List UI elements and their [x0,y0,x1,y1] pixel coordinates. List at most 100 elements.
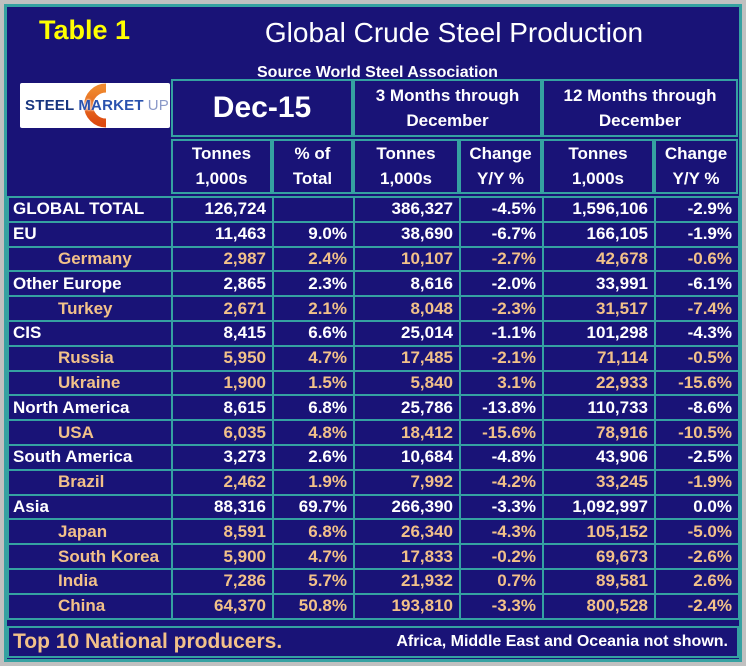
cell-region-label: GLOBAL TOTAL [7,196,173,223]
logo-word-update: UPDATE [147,97,170,114]
cell-12m-tonnes: 1,092,997 [542,493,656,521]
logo-word-market: MARKET [78,97,144,114]
cell-region-label: CIS [7,319,173,347]
table-row: Brazil 2,462 1.9% 7,992 -4.2% 33,245 -1.… [7,468,739,496]
cell-3m-tonnes: 8,048 [353,295,461,322]
cell-12m-change: -2.9% [654,196,739,223]
subheader-text: Change [664,143,728,163]
table-row: CIS 8,415 6.6% 25,014 -1.1% 101,298 -4.3… [7,319,739,347]
cell-12m-change: -5.0% [654,518,739,546]
subheader-3m-change: Change Y/Y % [459,139,542,194]
cell-12m-tonnes: 42,678 [542,245,656,273]
steel-production-panel: Table 1 Global Crude Steel Production So… [4,4,742,662]
cell-3m-change: -2.7% [459,245,544,273]
production-table-body: GLOBAL TOTAL 126,724 386,327 -4.5% 1,596… [7,196,739,620]
cell-3m-tonnes: 25,014 [353,319,461,347]
cell-3m-tonnes: 8,616 [353,270,461,298]
cell-12m-change: -4.3% [654,319,739,347]
cell-region-label: EU [7,220,173,248]
cell-pct-total: 2.4% [272,245,355,273]
cell-3m-tonnes: 5,840 [353,369,461,397]
cell-region-label: Other Europe [7,270,173,298]
smu-crescent-icon [84,83,107,128]
cell-region-label: Germany [7,245,173,273]
cell-12m-tonnes: 800,528 [542,592,656,620]
cell-3m-tonnes: 17,833 [353,543,461,570]
subheader-12m-change: Change Y/Y % [654,139,738,194]
subheader-text: 1,000s [195,168,248,188]
cell-12m-tonnes: 33,245 [542,468,656,496]
cell-dec-tonnes: 64,370 [171,592,274,620]
cell-12m-change: -2.6% [654,543,739,570]
table-row: Other Europe 2,865 2.3% 8,616 -2.0% 33,9… [7,270,739,298]
cell-12m-tonnes: 22,933 [542,369,656,397]
cell-3m-tonnes: 38,690 [353,220,461,248]
subheader-text: 1,000s [380,168,432,188]
smu-logo: STEEL MARKET UPDATE [20,83,170,128]
cell-3m-tonnes: 17,485 [353,344,461,372]
cell-dec-tonnes: 8,615 [171,394,274,422]
cell-dec-tonnes: 11,463 [171,220,274,248]
period-header-row: Dec-15 3 Months through December 12 Mont… [7,79,739,137]
cell-3m-change: -3.3% [459,592,544,620]
cell-3m-change: -1.1% [459,319,544,347]
cell-region-label: China [7,592,173,620]
cell-pct-total: 2.3% [272,270,355,298]
subheader-dec-tonnes: Tonnes 1,000s [171,139,272,194]
cell-dec-tonnes: 2,462 [171,468,274,496]
table-flow: Dec-15 3 Months through December 12 Mont… [7,7,739,658]
cell-3m-change: -4.5% [459,196,544,223]
cell-region-label: South Korea [7,543,173,570]
cell-3m-tonnes: 10,684 [353,443,461,471]
subheader-12m-tonnes: Tonnes 1,000s [542,139,654,194]
cell-region-label: Brazil [7,468,173,496]
cell-12m-change: -0.6% [654,245,739,273]
cell-12m-tonnes: 101,298 [542,319,656,347]
cell-3m-tonnes: 386,327 [353,196,461,223]
table-row: Ukraine 1,900 1.5% 5,840 3.1% 22,933 -15… [7,369,739,397]
cell-12m-tonnes: 69,673 [542,543,656,570]
subheader-text: Total [292,168,333,188]
cell-3m-tonnes: 26,340 [353,518,461,546]
cell-12m-tonnes: 31,517 [542,295,656,322]
footer-bar: Top 10 National producers. Africa, Middl… [7,625,739,658]
subheader-text: Change [469,143,532,163]
cell-dec-tonnes: 5,950 [171,344,274,372]
table-row: Japan 8,591 6.8% 26,340 -4.3% 105,152 -5… [7,518,739,546]
cell-3m-change: -2.1% [459,344,544,372]
subheader-text: Tonnes [376,143,436,163]
cell-dec-tonnes: 2,987 [171,245,274,273]
cell-12m-tonnes: 110,733 [542,394,656,422]
cell-12m-change: -6.1% [654,270,739,298]
cell-12m-change: -7.4% [654,295,739,322]
cell-12m-change: -2.4% [654,592,739,620]
cell-region-label: South America [7,443,173,471]
cell-pct-total: 1.9% [272,468,355,496]
cell-12m-tonnes: 105,152 [542,518,656,546]
cell-pct-total: 6.8% [272,518,355,546]
cell-12m-change: -15.6% [654,369,739,397]
cell-12m-tonnes: 43,906 [542,443,656,471]
cell-12m-change: -2.5% [654,443,739,471]
logo-word-steel: STEEL [25,97,75,114]
cell-pct-total: 4.7% [272,344,355,372]
cell-dec-tonnes: 3,273 [171,443,274,471]
table-row: China 64,370 50.8% 193,810 -3.3% 800,528… [7,592,739,620]
table-row: India 7,286 5.7% 21,932 0.7% 89,581 2.6% [7,567,739,595]
table-row: Germany 2,987 2.4% 10,107 -2.7% 42,678 -… [7,245,739,273]
subheader-text: Y/Y % [672,168,720,188]
cell-dec-tonnes: 6,035 [171,419,274,446]
cell-region-label: USA [7,419,173,446]
cell-3m-tonnes: 193,810 [353,592,461,620]
source-attribution: Source World Steel Association [257,64,498,81]
cell-dec-tonnes: 1,900 [171,369,274,397]
cell-pct-total [272,196,355,223]
cell-dec-tonnes: 8,415 [171,319,274,347]
cell-12m-change: -0.5% [654,344,739,372]
cell-3m-change: -4.3% [459,518,544,546]
cell-3m-change: -15.6% [459,419,544,446]
cell-region-label: Ukraine [7,369,173,397]
cell-12m-change: 0.0% [654,493,739,521]
subheader-text: 1,000s [572,168,624,188]
header-3-months-line1: 3 Months through [375,85,520,105]
